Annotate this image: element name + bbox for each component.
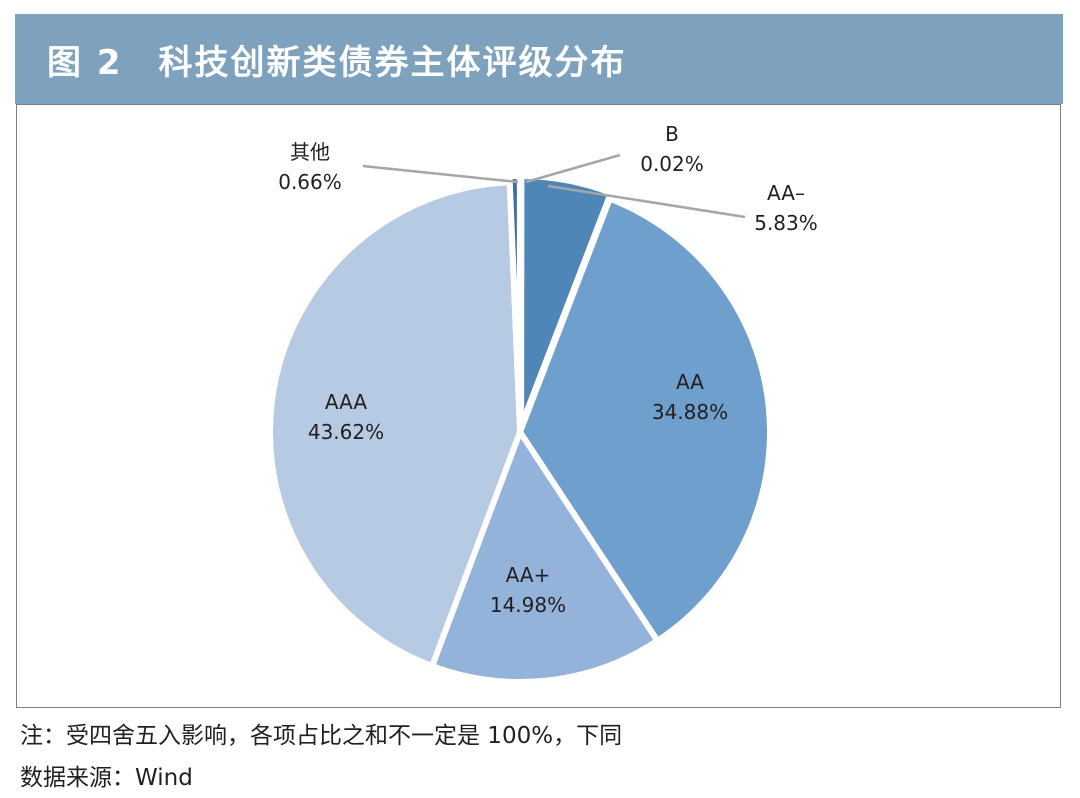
slice-name-label: AA– bbox=[767, 181, 805, 205]
footnote-note: 注：受四舍五入影响，各项占比之和不一定是 100%，下同 bbox=[20, 723, 623, 749]
slice-value-label: 34.88% bbox=[652, 400, 728, 424]
pie-slice-AA+ bbox=[429, 429, 661, 685]
slice-value-label: 14.98% bbox=[490, 593, 566, 617]
leader-line-B bbox=[525, 153, 621, 184]
slice-value-label: 0.66% bbox=[278, 170, 342, 194]
footnote-source: 数据来源：Wind bbox=[20, 765, 193, 791]
slice-value-label: 0.02% bbox=[640, 152, 704, 176]
slice-value-label: 5.83% bbox=[754, 211, 818, 235]
title-bar: 图 2 科技创新类债券主体评级分布 bbox=[15, 14, 1063, 104]
slice-name-label: AAA bbox=[325, 390, 367, 414]
pie-slice-AA bbox=[517, 195, 773, 644]
slice-name-label: 其他 bbox=[290, 140, 330, 164]
slice-value-label: 43.62% bbox=[308, 420, 384, 444]
pie-slice-其他 bbox=[506, 173, 523, 430]
leader-line-AA– bbox=[547, 184, 746, 219]
chart-frame bbox=[16, 104, 1061, 708]
slice-name-label: AA+ bbox=[506, 563, 551, 587]
pie-slice-AAA bbox=[267, 179, 523, 670]
slice-name-label: AA bbox=[676, 370, 704, 394]
leader-line-其他 bbox=[362, 164, 519, 184]
slice-name-label: B bbox=[665, 122, 679, 146]
chart-title: 图 2 科技创新类债券主体评级分布 bbox=[47, 42, 627, 83]
